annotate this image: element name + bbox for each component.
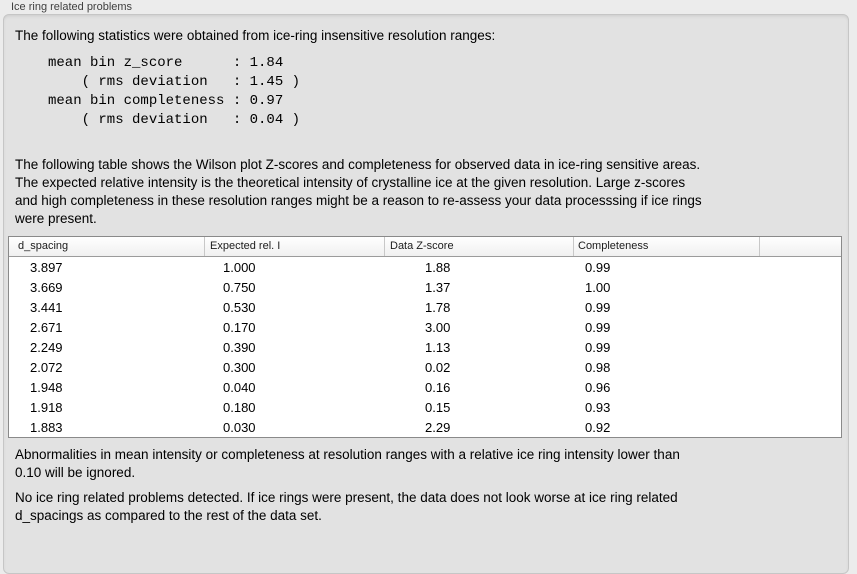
table-description-text: The following table shows the Wilson plo…: [15, 157, 702, 226]
table-cell: 0.170: [223, 319, 256, 335]
table-row[interactable]: 3.441 0.530 1.78 0.99: [9, 297, 841, 317]
table-cell: 1.948: [30, 379, 63, 395]
table-cell: 1.37: [425, 279, 451, 295]
stats-intro-text: The following statistics were obtained f…: [15, 28, 496, 43]
table-cell: 2.249: [30, 339, 63, 355]
table-row[interactable]: 1.948 0.040 0.16 0.96: [9, 377, 841, 397]
table-header-cell[interactable]: Completeness: [573, 237, 759, 256]
table-cell: 1.00: [585, 279, 611, 295]
table-cell: 1.13: [425, 339, 451, 355]
table-cell: 0.99: [585, 259, 611, 275]
table-row[interactable]: 1.918 0.180 0.15 0.93: [9, 397, 841, 417]
table-cell: 3.897: [30, 259, 63, 275]
table-header-row: d_spacing Expected rel. I Data Z-score Comp…: [9, 237, 841, 257]
table-header-cell[interactable]: d_spacing: [18, 240, 69, 252]
table-cell: 2.671: [30, 319, 63, 335]
table-cell: 0.99: [585, 339, 611, 355]
table-row[interactable]: 2.249 0.390 1.13 0.99: [9, 337, 841, 357]
table-cell: 3.441: [30, 299, 63, 315]
ice-ring-table[interactable]: d_spacing Expected rel. I Data Z-score Comp…: [8, 236, 842, 438]
table-cell: 1.78: [425, 299, 451, 315]
table-cell: 0.040: [223, 379, 256, 395]
table-cell: 0.390: [223, 339, 256, 355]
table-cell: 0.99: [585, 319, 611, 335]
table-row[interactable]: 3.897 1.000 1.88 0.99: [9, 257, 841, 277]
table-cell: 0.99: [585, 299, 611, 315]
table-cell: 2.29: [425, 419, 451, 435]
table-cell: 0.030: [223, 419, 256, 435]
table-cell: 0.180: [223, 399, 256, 415]
table-cell: 0.15: [425, 399, 451, 415]
table-header-cell-empty: [759, 237, 841, 256]
table-cell: 0.92: [585, 419, 611, 435]
table-cell: 0.96: [585, 379, 611, 395]
panel-title: Ice ring related problems: [11, 1, 133, 13]
table-cell: 3.669: [30, 279, 63, 295]
ice-ring-groupbox: The following statistics were obtained f…: [3, 14, 849, 574]
table-body: 3.897 1.000 1.88 0.99 3.669 0.750 1.37 1.00 3.44…: [9, 257, 841, 437]
conclusion-note: No ice ring related problems detected. I…: [15, 490, 678, 523]
table-cell: 1.883: [30, 419, 63, 435]
table-cell: 0.300: [223, 359, 256, 375]
table-cell: 1.88: [425, 259, 451, 275]
table-cell: 2.072: [30, 359, 63, 375]
stats-monospace-block: mean bin z_score : 1.84 ( rms deviation …: [48, 55, 301, 128]
table-row[interactable]: 3.669 0.750 1.37 1.00: [9, 277, 841, 297]
table-header-cell[interactable]: Data Z-score: [384, 237, 573, 256]
ignore-threshold-note: Abnormalities in mean intensity or compl…: [15, 447, 680, 480]
table-cell: 1.000: [223, 259, 256, 275]
table-cell: 0.02: [425, 359, 451, 375]
table-cell: 0.98: [585, 359, 611, 375]
table-cell: 0.750: [223, 279, 256, 295]
table-cell: 0.16: [425, 379, 451, 395]
table-row[interactable]: 2.072 0.300 0.02 0.98: [9, 357, 841, 377]
table-cell: 3.00: [425, 319, 451, 335]
table-row[interactable]: 2.671 0.170 3.00 0.99: [9, 317, 841, 337]
table-row[interactable]: 1.883 0.030 2.29 0.92: [9, 417, 841, 437]
table-cell: 0.530: [223, 299, 256, 315]
table-cell: 1.918: [30, 399, 63, 415]
table-cell: 0.93: [585, 399, 611, 415]
table-header-cell[interactable]: Expected rel. I: [204, 237, 384, 256]
